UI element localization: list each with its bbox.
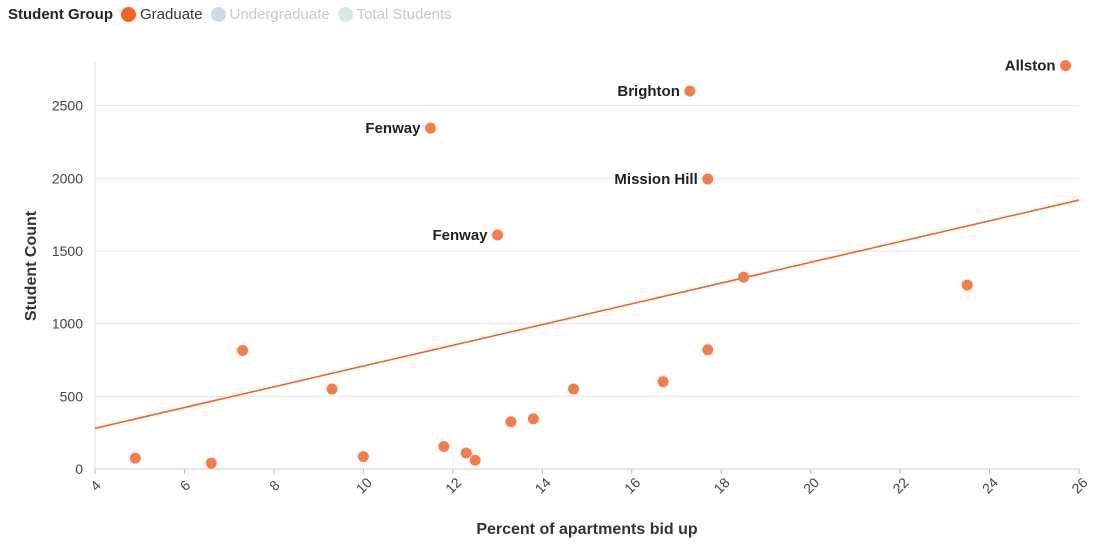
data-point <box>492 229 504 241</box>
data-point <box>424 122 436 134</box>
legend-dot-icon <box>337 6 353 22</box>
data-point <box>237 345 249 357</box>
data-point <box>505 416 517 428</box>
data-point <box>657 376 669 388</box>
x-tick-label: 4 <box>87 477 104 494</box>
legend-label: Graduate <box>140 5 203 23</box>
data-point <box>326 383 338 395</box>
legend-title: Student Group <box>8 5 113 23</box>
point-label: Mission Hill <box>614 171 697 188</box>
y-tick-label: 2000 <box>52 170 83 186</box>
y-tick-label: 2500 <box>52 98 83 114</box>
legend-dot-icon <box>210 6 226 22</box>
x-tick-label: 8 <box>266 477 283 494</box>
y-tick-label: 0 <box>75 461 83 477</box>
data-point <box>702 344 714 356</box>
legend-label: Undergraduate <box>229 5 330 23</box>
x-axis-title: Percent of apartments bid up <box>476 521 698 538</box>
point-label: Fenway <box>365 120 421 137</box>
data-point <box>738 271 750 283</box>
data-point <box>438 440 450 452</box>
point-label: Allston <box>1005 58 1056 75</box>
data-point <box>357 451 369 463</box>
trendline <box>94 199 1080 430</box>
x-tick-label: 10 <box>353 474 375 496</box>
x-tick-label: 14 <box>532 474 554 496</box>
x-tick-label: 18 <box>710 474 732 496</box>
data-point <box>527 413 539 425</box>
data-point <box>1060 60 1072 72</box>
x-tick-label: 24 <box>979 474 1001 496</box>
legend-dot-icon <box>121 6 136 22</box>
x-tick-label: 16 <box>621 474 643 496</box>
tick-labels: 0 500 1000 1500 2000 2500 4 6 8 10 12 14 16 18 20 22 24 2… <box>52 98 1091 497</box>
point-labels: Fenway Fenway Brighton Mission Hill Allston <box>365 58 1055 244</box>
data-point <box>702 173 714 185</box>
y-axis-title: Student Count <box>23 210 40 321</box>
legend: Student Group Graduate Undergraduate Tot… <box>8 4 460 24</box>
x-tick-label: 20 <box>800 474 822 496</box>
data-point <box>129 452 141 464</box>
data-point <box>568 383 580 395</box>
x-tick-label: 22 <box>889 474 911 496</box>
point-label: Brighton <box>617 83 679 100</box>
trendline-group <box>94 199 1080 430</box>
axes <box>94 62 1080 474</box>
data-point <box>205 457 217 469</box>
legend-item-undergraduate[interactable]: Undergraduate <box>210 5 330 23</box>
x-tick-label: 6 <box>177 477 194 494</box>
x-tick-label: 12 <box>442 474 464 496</box>
data-point <box>961 279 973 291</box>
legend-item-total-students[interactable]: Total Students <box>337 5 452 23</box>
y-tick-label: 1000 <box>52 316 83 332</box>
y-tick-label: 500 <box>60 388 84 404</box>
legend-item-graduate[interactable]: Graduate <box>121 6 203 23</box>
y-tick-label: 1500 <box>52 243 83 259</box>
data-point <box>460 447 472 459</box>
data-point <box>469 454 481 466</box>
data-point <box>684 85 696 97</box>
point-label: Fenway <box>433 227 489 244</box>
grid-lines <box>95 105 1079 397</box>
legend-label: Total Students <box>356 5 452 23</box>
points-group <box>129 60 1072 469</box>
x-tick-label: 26 <box>1068 474 1090 496</box>
